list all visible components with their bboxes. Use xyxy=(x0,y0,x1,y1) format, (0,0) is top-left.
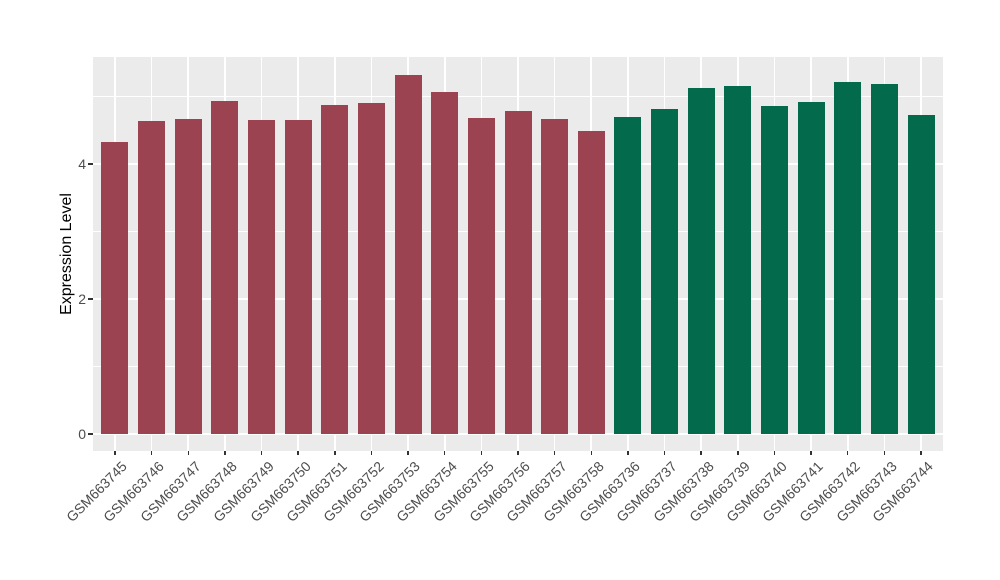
x-tick-mark-GSM663740 xyxy=(773,451,776,455)
bar-GSM663751 xyxy=(321,104,349,434)
x-tick-mark-GSM663753 xyxy=(407,451,409,455)
x-tick-mark-GSM663749 xyxy=(260,451,263,455)
bar-GSM663756 xyxy=(504,110,532,434)
bar-GSM663743 xyxy=(870,84,898,434)
x-tick-mark-GSM663752 xyxy=(370,451,373,455)
bar-GSM663745 xyxy=(101,142,129,434)
bar-GSM663750 xyxy=(284,120,312,434)
x-tick-mark-GSM663757 xyxy=(553,451,556,455)
x-tick-mark-GSM663742 xyxy=(846,451,849,455)
x-tick-mark-GSM663750 xyxy=(297,451,299,455)
x-tick-mark-GSM663758 xyxy=(590,451,593,455)
bar-GSM663757 xyxy=(541,119,569,434)
x-tick-label-GSM663744: GSM663744 xyxy=(765,458,936,525)
y-tick-label-0: 0 xyxy=(78,426,86,442)
plot-panel xyxy=(93,57,943,451)
x-tick-mark-GSM663755 xyxy=(480,451,483,455)
bar-GSM663753 xyxy=(394,74,422,434)
x-tick-mark-GSM663738 xyxy=(700,451,702,455)
bar-GSM663744 xyxy=(907,114,935,434)
x-tick-mark-GSM663737 xyxy=(663,451,666,455)
x-tick-mark-GSM663746 xyxy=(150,451,153,455)
bar-GSM663736 xyxy=(614,117,642,434)
y-tick-mark-4 xyxy=(88,163,93,165)
bar-GSM663747 xyxy=(174,119,202,434)
bar-GSM663738 xyxy=(687,88,715,434)
bar-GSM663758 xyxy=(577,130,605,434)
x-tick-mark-GSM663756 xyxy=(517,451,519,455)
y-tick-mark-2 xyxy=(88,298,93,300)
bar-GSM663754 xyxy=(431,91,459,434)
y-tick-label-4: 4 xyxy=(78,156,86,172)
bar-GSM663740 xyxy=(760,105,788,434)
x-tick-mark-GSM663748 xyxy=(224,451,226,455)
x-tick-mark-GSM663743 xyxy=(883,451,886,455)
x-tick-mark-GSM663744 xyxy=(920,451,922,455)
x-tick-label-text: GSM663744 xyxy=(869,458,937,525)
x-tick-mark-GSM663736 xyxy=(627,451,629,455)
bar-GSM663752 xyxy=(357,103,385,434)
bar-GSM663748 xyxy=(211,100,239,434)
x-tick-mark-GSM663751 xyxy=(334,451,336,455)
bar-GSM663737 xyxy=(651,108,679,434)
y-tick-label-2: 2 xyxy=(78,291,86,307)
bar-GSM663755 xyxy=(467,118,495,434)
x-tick-mark-GSM663754 xyxy=(443,451,446,455)
bar-GSM663742 xyxy=(834,81,862,434)
x-tick-mark-GSM663747 xyxy=(187,451,189,455)
bar-GSM663739 xyxy=(724,86,752,434)
x-tick-mark-GSM663745 xyxy=(114,451,116,455)
x-tick-mark-GSM663741 xyxy=(810,451,812,455)
bar-GSM663741 xyxy=(797,101,825,434)
bar-GSM663749 xyxy=(248,120,276,434)
bar-GSM663746 xyxy=(138,121,166,434)
x-tick-mark-GSM663739 xyxy=(737,451,739,455)
y-tick-mark-0 xyxy=(88,433,93,435)
